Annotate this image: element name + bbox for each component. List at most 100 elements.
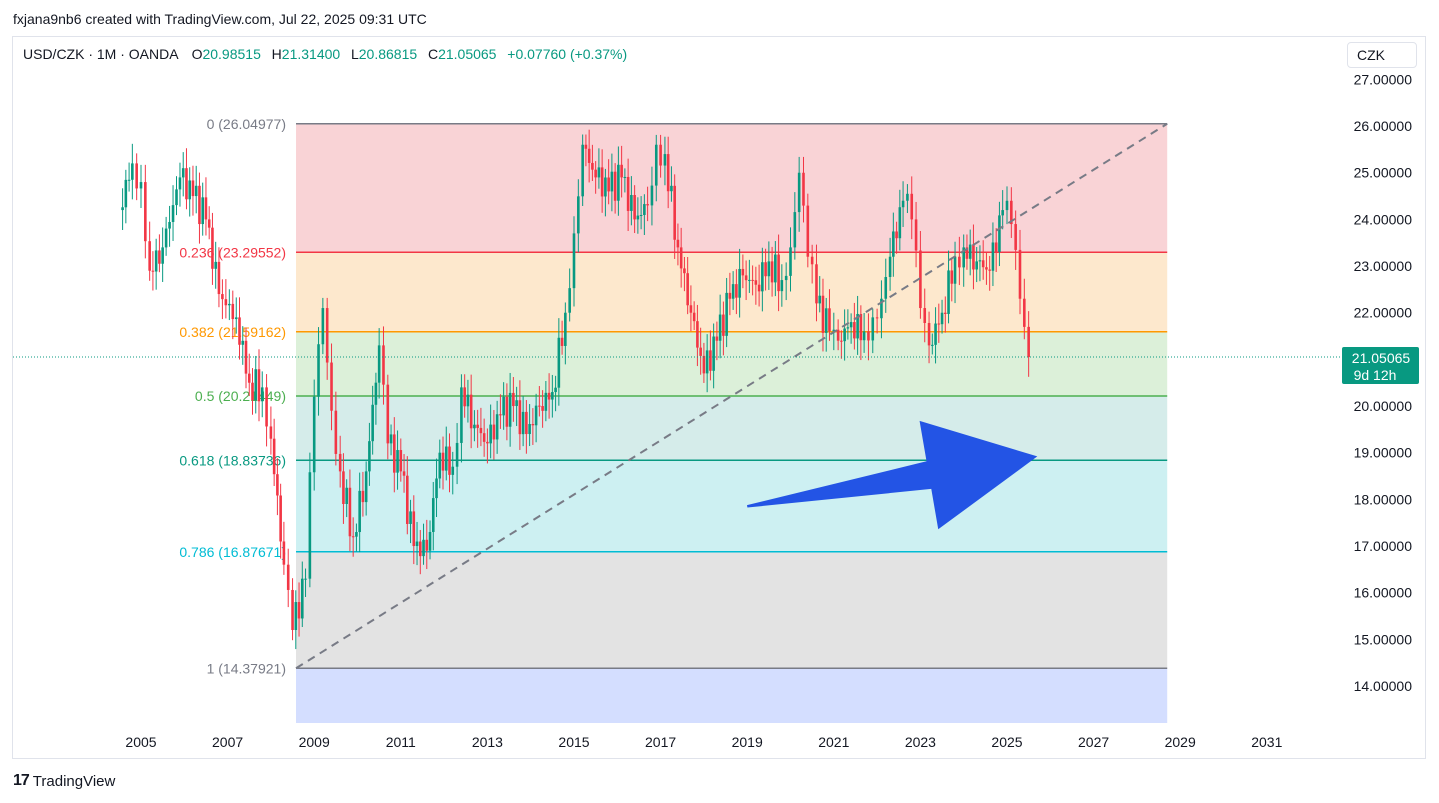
- candle-body: [521, 411, 525, 435]
- x-axis-tick-label: 2027: [1078, 734, 1109, 750]
- candle-body: [767, 261, 771, 277]
- candle-body: [715, 336, 719, 341]
- candle-body: [260, 387, 264, 402]
- candle-body: [947, 270, 950, 314]
- candle-body: [531, 424, 535, 426]
- candle-body: [659, 144, 662, 166]
- candle-body: [705, 350, 709, 374]
- candle-body: [832, 329, 836, 332]
- candle-body: [557, 337, 561, 388]
- candle-body: [374, 382, 378, 405]
- candle-body: [469, 394, 473, 429]
- candle-body: [525, 411, 528, 435]
- candle-body: [958, 256, 961, 268]
- x-axis-tick-label: 2025: [991, 734, 1022, 750]
- fib-zone: [296, 460, 1168, 552]
- close-value: 21.05065: [438, 46, 497, 62]
- candle-body: [968, 244, 972, 259]
- candle-body: [409, 511, 412, 524]
- candle-body: [828, 308, 831, 332]
- candle-body: [502, 396, 505, 416]
- candle-body: [906, 193, 909, 201]
- candle-body: [1010, 200, 1013, 225]
- candle-body: [466, 394, 470, 407]
- candle-body: [679, 247, 683, 269]
- candle-body: [815, 264, 818, 304]
- candle-body: [422, 539, 425, 557]
- candle-body: [291, 589, 294, 631]
- candle-body: [584, 144, 588, 149]
- candle-body: [744, 275, 748, 281]
- candle-body: [617, 164, 620, 201]
- x-axis-tick-label: 2015: [558, 734, 589, 750]
- low-label: L: [350, 46, 359, 62]
- candle-body: [175, 189, 178, 206]
- y-axis-tick-label: 20.00000: [1354, 398, 1413, 414]
- candle-body: [770, 261, 774, 283]
- candle-body: [821, 295, 825, 333]
- candle-body: [431, 498, 435, 532]
- candle-body: [121, 207, 124, 211]
- y-axis-tick-label: 27.00000: [1354, 71, 1413, 87]
- candle-body: [1005, 200, 1009, 211]
- candle-body: [554, 387, 557, 393]
- candle-body: [441, 452, 445, 471]
- candle-body: [937, 323, 941, 325]
- change-value: +0.07760 (+0.37%): [507, 46, 628, 62]
- candle-body: [254, 369, 258, 401]
- candle-body: [297, 602, 301, 619]
- candle-body: [597, 167, 601, 178]
- candle-body: [919, 250, 922, 309]
- candle-body: [473, 424, 476, 429]
- candle-body: [731, 284, 735, 299]
- candle-body: [1001, 210, 1004, 216]
- symbol-info[interactable]: USD/CZK · 1M · OANDA: [23, 46, 178, 62]
- y-axis-tick-label: 19.00000: [1354, 445, 1413, 461]
- candle-body: [764, 262, 767, 277]
- candle-body: [560, 337, 564, 346]
- candle-body: [875, 317, 879, 319]
- candle-body: [214, 261, 217, 269]
- currency-button[interactable]: CZK: [1347, 42, 1417, 68]
- trend-line[interactable]: [295, 122, 1168, 670]
- y-axis-tick-label: 14.00000: [1354, 678, 1413, 694]
- tradingview-logo-icon: 17: [13, 772, 30, 789]
- candle-body: [321, 308, 325, 345]
- candle-body: [610, 171, 614, 192]
- candle-body: [399, 450, 403, 472]
- candle-body: [544, 392, 548, 411]
- candle-body: [217, 261, 221, 295]
- x-axis-tick-label: 2013: [472, 734, 503, 750]
- candle-body: [371, 404, 374, 442]
- attribution-text: fxjana9nb6 created with TradingView.com,…: [13, 11, 427, 27]
- price-tag[interactable]: [1342, 347, 1419, 385]
- fib-level-label: 0 (26.04977): [207, 116, 286, 132]
- candle-body: [654, 144, 658, 186]
- fibonacci-retracement[interactable]: 0 (26.04977)0.236 (23.29552)0.382 (21.59…: [179, 116, 1168, 723]
- candle-body: [613, 171, 617, 201]
- candle-body: [810, 256, 814, 265]
- candle-body: [927, 322, 931, 346]
- candle-body: [171, 205, 175, 222]
- candle-body: [884, 277, 888, 299]
- candle-body: [1014, 224, 1017, 250]
- candle-body: [348, 487, 352, 537]
- candle-body: [124, 179, 128, 208]
- candle-body: [282, 541, 286, 565]
- candle-body: [241, 340, 245, 345]
- y-axis-tick-label: 15.00000: [1354, 631, 1413, 647]
- candle-body: [862, 331, 866, 341]
- candle-body: [489, 424, 492, 444]
- ohlc-legend: USD/CZK · 1M · OANDA O20.98515 H21.31400…: [23, 46, 627, 62]
- candle-body: [244, 340, 248, 374]
- y-axis-tick-label: 16.00000: [1354, 585, 1413, 601]
- candle-body: [389, 434, 393, 444]
- candle-body: [279, 495, 282, 542]
- candle-body: [856, 313, 859, 339]
- y-axis-tick-label: 24.00000: [1354, 211, 1413, 227]
- x-axis-tick-label: 2019: [732, 734, 763, 750]
- candle-body: [276, 474, 279, 496]
- arrow-drawing[interactable]: [746, 420, 1038, 530]
